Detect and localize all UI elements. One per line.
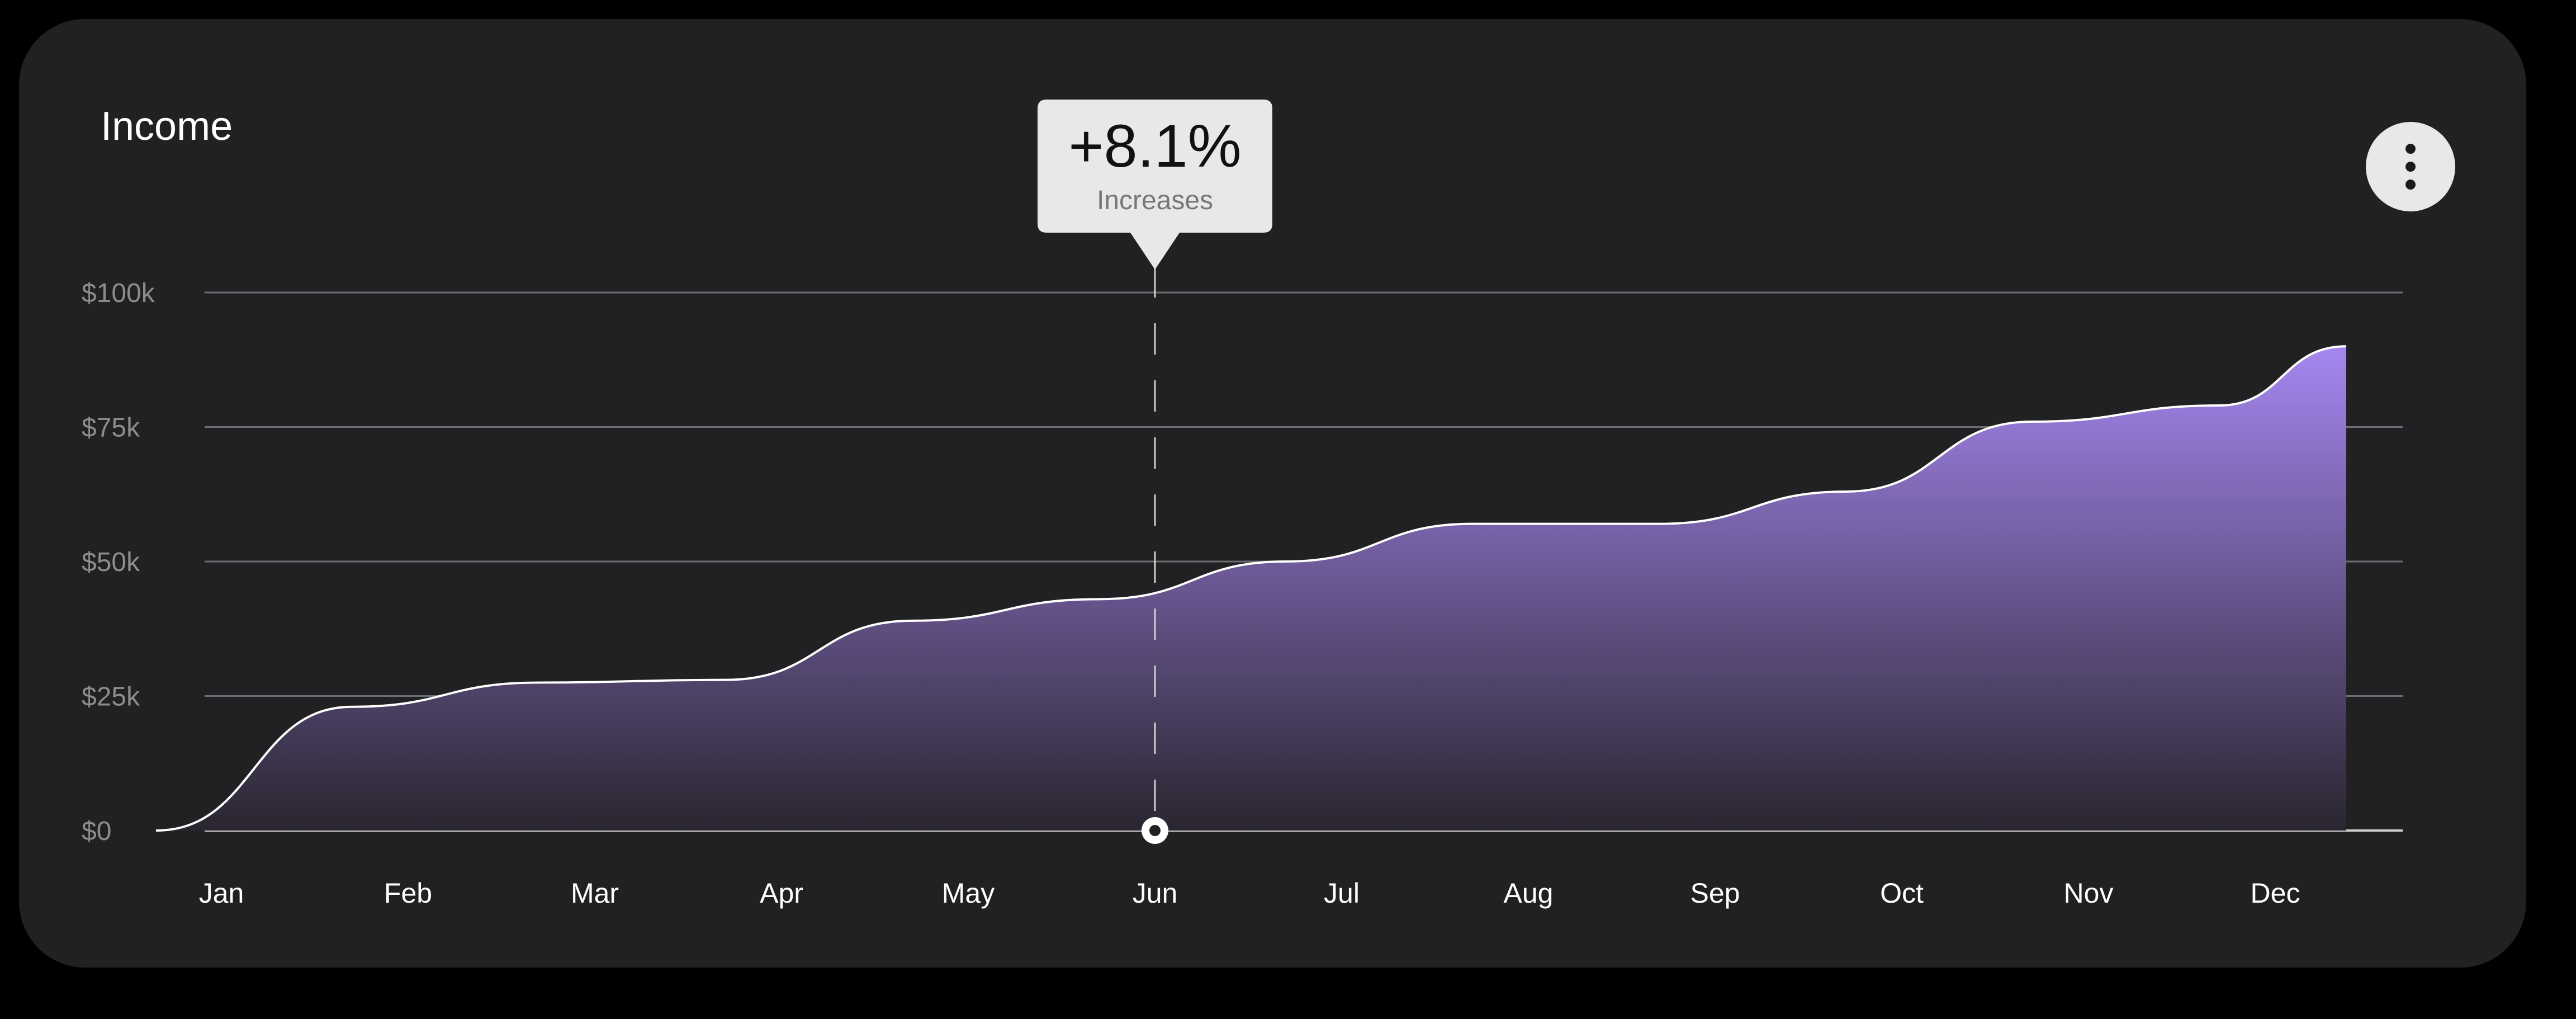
card-title: Income xyxy=(101,104,233,149)
x-tick-label: Jun xyxy=(1133,878,1178,909)
income-area-chart: $0 $25k $50k $75k $100k Jan Feb Mar Apr May Jun Ju… xyxy=(82,100,2403,909)
x-tick-label: Aug xyxy=(1504,878,1554,909)
y-tick-label: $100k xyxy=(82,279,155,308)
x-tick-label: May xyxy=(942,878,995,909)
x-tick-label: Feb xyxy=(384,878,432,909)
x-tick-label: Sep xyxy=(1690,878,1740,909)
y-tick-label: $25k xyxy=(82,682,140,712)
income-line xyxy=(156,345,2346,832)
y-tick-label: $0 xyxy=(82,817,111,846)
x-tick-label: Jul xyxy=(1324,878,1360,909)
x-tick-label: Mar xyxy=(571,878,619,909)
more-options-button[interactable] xyxy=(2366,122,2455,211)
x-tick-label: Dec xyxy=(2251,878,2300,909)
tooltip-value: +8.1% xyxy=(1068,112,1241,180)
highlight-marker[interactable]: +8.1% Increases xyxy=(1038,100,1272,844)
x-tick-label: Oct xyxy=(1880,878,1924,909)
tooltip: +8.1% Increases xyxy=(1038,100,1272,270)
income-area xyxy=(156,346,2346,831)
x-tick-label: Apr xyxy=(760,878,803,909)
highlight-point-center xyxy=(1149,825,1161,836)
x-axis-ticks: Jan Feb Mar Apr May Jun Jul Aug Sep Oct Nov Dec xyxy=(199,878,2300,909)
income-card: Income $0 $25k $50k $75k $100k Jan Feb Mar Apr M… xyxy=(19,19,2526,968)
tooltip-box xyxy=(1038,100,1272,270)
y-tick-label: $50k xyxy=(82,548,140,577)
y-axis-ticks: $0 $25k $50k $75k $100k xyxy=(82,279,155,846)
more-vertical-icon xyxy=(2405,144,2416,190)
x-tick-label: Jan xyxy=(199,878,244,909)
x-tick-label: Nov xyxy=(2064,878,2114,909)
tooltip-label: Increases xyxy=(1097,186,1213,215)
y-tick-label: $75k xyxy=(82,413,140,443)
